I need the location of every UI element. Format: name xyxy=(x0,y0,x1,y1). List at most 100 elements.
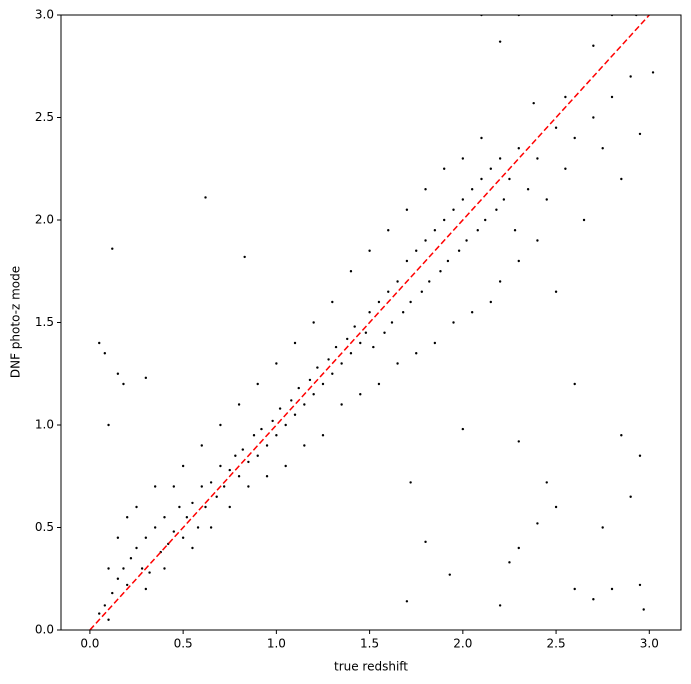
point xyxy=(204,505,207,509)
point xyxy=(284,423,287,427)
point xyxy=(610,95,614,99)
point xyxy=(144,536,148,539)
point xyxy=(461,427,465,431)
point xyxy=(359,393,362,396)
point xyxy=(334,345,338,349)
point xyxy=(340,362,343,365)
point xyxy=(241,448,245,451)
point xyxy=(489,300,493,304)
point xyxy=(153,526,157,529)
point xyxy=(480,177,483,181)
point xyxy=(457,249,461,252)
point xyxy=(256,454,259,457)
point xyxy=(638,583,642,587)
point xyxy=(536,239,539,242)
point xyxy=(181,464,185,468)
point xyxy=(638,132,642,136)
y-tick-label: 0.0 xyxy=(35,623,54,637)
point xyxy=(107,423,110,427)
point xyxy=(116,577,120,580)
point xyxy=(178,505,181,509)
point xyxy=(228,468,231,472)
axes-frame xyxy=(60,14,682,631)
point xyxy=(452,208,455,211)
point xyxy=(428,280,431,283)
point xyxy=(620,434,623,437)
point xyxy=(517,259,520,263)
point xyxy=(489,167,493,170)
point xyxy=(172,485,176,488)
y-axis-label: DNF photo-z mode xyxy=(9,266,23,378)
point xyxy=(554,505,558,509)
point xyxy=(209,481,213,484)
point xyxy=(545,481,548,484)
point xyxy=(517,147,520,150)
y-tick-label: 2.5 xyxy=(35,110,54,124)
point xyxy=(275,362,278,365)
point xyxy=(387,229,390,232)
point xyxy=(442,167,446,170)
point xyxy=(508,177,511,181)
point xyxy=(327,358,330,361)
point xyxy=(312,393,315,396)
x-axis-label: true redshift xyxy=(334,660,408,674)
x-tick-label: 1.0 xyxy=(267,637,286,651)
point xyxy=(122,382,125,386)
y-tick-label: 1.5 xyxy=(35,315,54,329)
point xyxy=(111,591,114,595)
point xyxy=(312,321,315,324)
point xyxy=(396,362,399,365)
point xyxy=(129,557,133,560)
point xyxy=(116,536,120,539)
point xyxy=(237,403,241,406)
point xyxy=(219,464,222,468)
point xyxy=(303,444,306,447)
point xyxy=(122,567,125,570)
point xyxy=(191,546,194,550)
point xyxy=(181,536,185,539)
point xyxy=(271,419,274,423)
point xyxy=(265,475,269,478)
x-tick-label: 0.0 xyxy=(80,637,99,651)
point xyxy=(461,157,465,160)
x-tick-label: 0.5 xyxy=(174,637,193,651)
point xyxy=(554,126,558,129)
point xyxy=(592,44,595,47)
point xyxy=(308,378,312,382)
point xyxy=(368,311,371,314)
point xyxy=(349,270,353,273)
point xyxy=(629,75,632,78)
point xyxy=(526,188,530,191)
point xyxy=(103,604,107,607)
point xyxy=(144,587,148,591)
plot-area xyxy=(89,15,655,630)
point xyxy=(396,280,399,283)
point xyxy=(321,434,325,437)
point xyxy=(517,440,520,443)
point xyxy=(592,598,595,601)
point xyxy=(275,434,278,437)
point xyxy=(448,573,451,576)
point xyxy=(260,427,263,431)
point xyxy=(196,526,200,529)
point xyxy=(573,382,576,386)
reference-line xyxy=(89,15,650,630)
point xyxy=(98,341,101,345)
point xyxy=(364,331,368,334)
point xyxy=(265,444,269,447)
point xyxy=(638,454,642,457)
point xyxy=(247,460,250,464)
point xyxy=(415,249,418,252)
point xyxy=(215,495,218,498)
point xyxy=(498,40,502,43)
point xyxy=(284,464,287,468)
point xyxy=(629,495,632,498)
point xyxy=(331,372,334,375)
point xyxy=(219,423,222,427)
point xyxy=(409,300,412,304)
point xyxy=(517,546,520,550)
point xyxy=(433,229,437,232)
point xyxy=(610,587,614,591)
point xyxy=(293,341,297,345)
point xyxy=(135,546,138,550)
